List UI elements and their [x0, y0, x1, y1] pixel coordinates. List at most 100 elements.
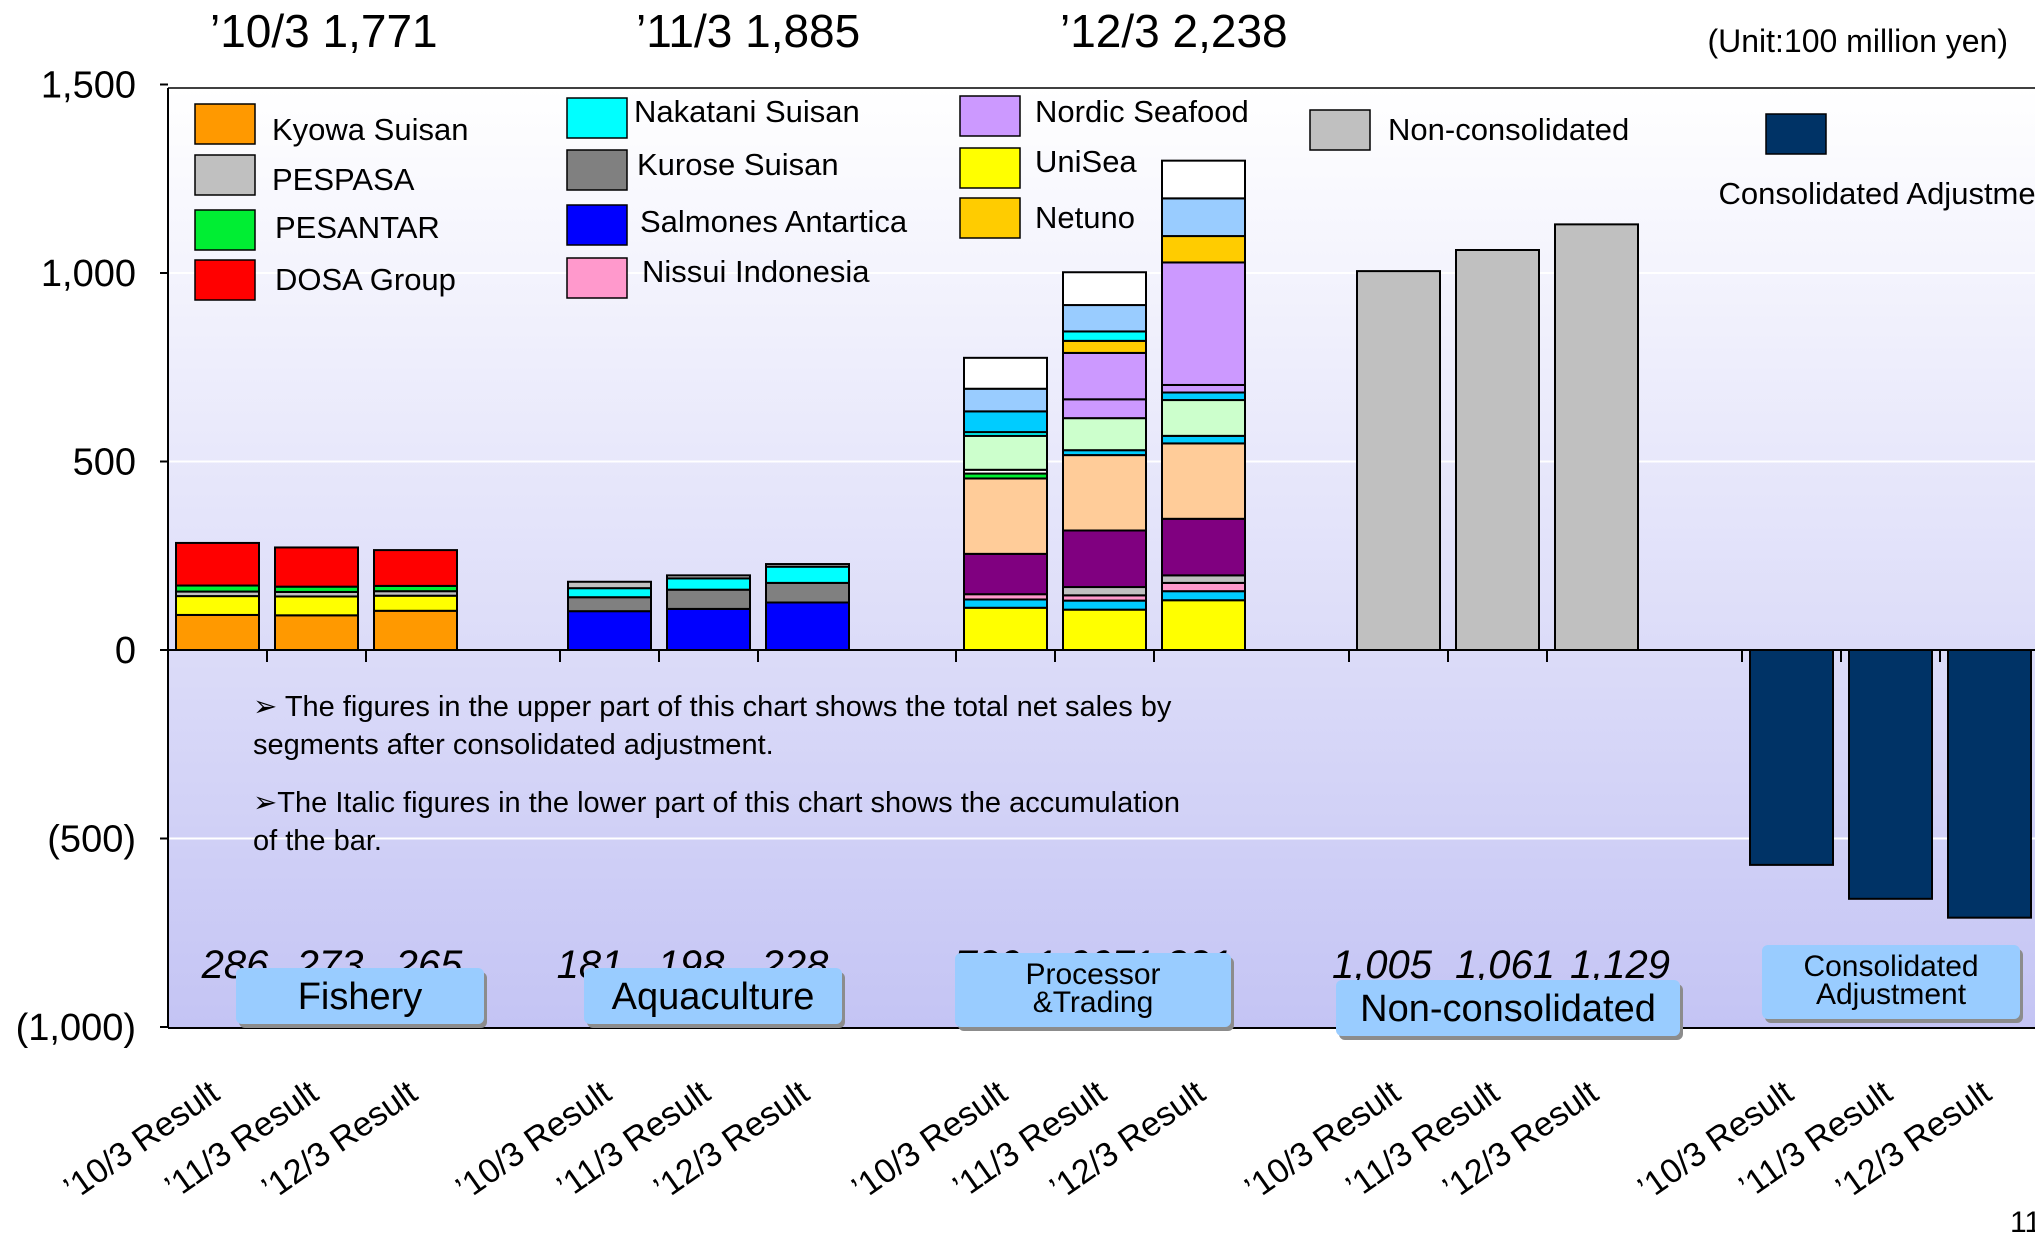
group-label: Non-consolidated — [1360, 988, 1656, 1030]
bar-segment — [1161, 391, 1246, 402]
group-label: Fishery — [298, 976, 423, 1018]
bar-segment — [1062, 454, 1147, 532]
bar-segment — [963, 477, 1048, 555]
legend-label: Kurose Suisan — [637, 147, 839, 182]
bar-segment — [1062, 608, 1147, 652]
bar-segment — [1161, 399, 1246, 437]
bar-segment — [666, 574, 751, 580]
chart-note: ➢ The figures in the upper part of this … — [253, 691, 1172, 723]
legend-label: DOSA Group — [275, 262, 456, 297]
group-label: Consolidated Adjustment — [1803, 950, 1978, 1011]
bar-segment — [666, 607, 751, 651]
bar-segment — [1062, 339, 1147, 354]
bar-segment — [1455, 249, 1540, 652]
legend-label: Salmones Antartica — [640, 204, 908, 239]
bar-segment — [1848, 649, 1933, 900]
bar-segment — [1062, 304, 1147, 333]
bar-segment — [666, 588, 751, 610]
group-badge — [1762, 945, 2020, 1019]
segment-total-label: 1,005 — [1332, 943, 1433, 987]
bar-segment — [963, 606, 1048, 651]
legend-label: Nissui Indonesia — [642, 254, 870, 289]
legend-label: Nakatani Suisan — [634, 94, 860, 129]
bar-segment — [1161, 590, 1246, 602]
group-label-line: Aquaculture — [612, 976, 815, 1018]
bar-segment — [1749, 649, 1834, 866]
bar-segment — [1062, 271, 1147, 307]
bar-segment — [1161, 442, 1246, 520]
bar-segment — [1161, 261, 1246, 386]
group-label-line: Processor — [1025, 958, 1160, 991]
group-label: Processor &Trading — [1025, 958, 1160, 1019]
group-badge — [584, 968, 842, 1024]
bar-segment — [765, 565, 850, 584]
group-label: Aquaculture — [612, 976, 815, 1018]
legend-swatch — [194, 209, 256, 251]
bar-segment — [274, 546, 359, 588]
bar-segment — [274, 595, 359, 617]
legend-label: PESPASA — [272, 162, 415, 197]
bar-segment — [666, 577, 751, 591]
group-label-line: &Trading — [1033, 986, 1154, 1019]
chart-note: ➢The Italic figures in the lower part of… — [253, 787, 1180, 819]
bar-segment — [1062, 586, 1147, 597]
bar-segment — [175, 541, 260, 587]
y-tick-label: 0 — [115, 630, 136, 672]
segment-total-label: 1,129 — [1570, 943, 1670, 987]
year-total-label: ’12/3 2,238 — [1060, 5, 1288, 57]
legend-swatch — [959, 95, 1021, 137]
unit-label: (Unit:100 million yen) — [1707, 23, 2008, 59]
bar-segment — [373, 594, 458, 612]
bar-segment — [373, 609, 458, 651]
year-total-label: ’11/3 1,885 — [636, 5, 860, 57]
bar-segment — [765, 581, 850, 604]
bar-segment — [567, 580, 652, 590]
y-tick-label: (1,000) — [16, 1007, 136, 1049]
bar-segment — [1356, 270, 1441, 651]
bar-segment — [1062, 398, 1147, 420]
y-tick-label: 500 — [73, 442, 136, 484]
y-tick-label: (500) — [47, 819, 136, 861]
legend-swatch — [194, 259, 256, 301]
legend-swatch — [194, 154, 256, 196]
bar-segment — [1062, 330, 1147, 342]
group-badge — [955, 953, 1231, 1027]
legend-label: Consolidated Adjustment — [1719, 176, 2035, 211]
bar-segment — [1161, 574, 1246, 584]
y-tick-label: 1,500 — [41, 65, 136, 107]
bar-segment — [1161, 159, 1246, 200]
bar-segment — [1062, 599, 1147, 611]
bar-segment — [1062, 417, 1147, 452]
chart-note: of the bar. — [253, 825, 382, 857]
bar-segment — [765, 563, 850, 568]
bar-segment — [1161, 581, 1246, 593]
bar-segment — [963, 434, 1048, 471]
group-label-line: Consolidated — [1803, 950, 1978, 983]
bar-segment — [175, 613, 260, 652]
group-label-line: Fishery — [298, 976, 423, 1018]
year-total-label: ’10/3 1,771 — [210, 5, 438, 57]
legend-swatch — [566, 257, 628, 299]
bar-segment — [175, 595, 260, 616]
bar-segment — [963, 410, 1048, 434]
bar-segment — [1161, 434, 1246, 445]
bar-segment — [1062, 351, 1147, 401]
bar-segment — [1554, 223, 1639, 651]
legend-label: Kyowa Suisan — [272, 112, 468, 147]
group-label-line: Non-consolidated — [1360, 988, 1656, 1030]
legend-swatch — [959, 197, 1021, 239]
y-tick-label: 1,000 — [41, 253, 136, 295]
legend-swatch — [1765, 113, 1827, 155]
bar-segment — [567, 596, 652, 613]
bar-segment — [963, 552, 1048, 596]
bar-segment — [373, 549, 458, 587]
legend-label: Netuno — [1035, 200, 1135, 235]
legend-swatch — [566, 149, 628, 191]
bar-segment — [567, 610, 652, 652]
bar-segment — [963, 356, 1048, 390]
bar-segment — [963, 387, 1048, 413]
bar-segment — [765, 601, 850, 651]
chart-note: segments after consolidated adjustment. — [253, 729, 774, 761]
